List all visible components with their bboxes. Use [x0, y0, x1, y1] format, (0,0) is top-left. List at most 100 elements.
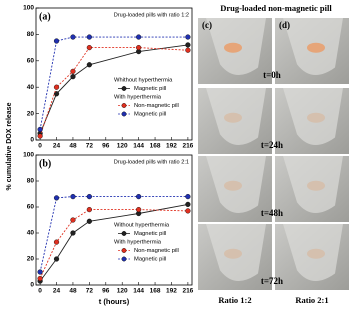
y-tick-label: 20 — [27, 110, 35, 117]
time-label: t=48h — [261, 208, 283, 218]
x-tick-label: 48 — [69, 288, 77, 295]
legend-label: Non-magnetic pill — [134, 103, 179, 109]
x-tick-label: 192 — [166, 288, 177, 295]
x-axis-label: t (hours) — [99, 297, 130, 306]
series-line — [39, 209, 188, 279]
data-point — [37, 275, 43, 282]
series-line — [39, 36, 188, 130]
pill — [307, 180, 325, 191]
data-point — [37, 133, 43, 139]
y-tick-label: 40 — [27, 230, 35, 237]
pill — [224, 180, 242, 191]
data-point — [70, 217, 76, 223]
x-tick-label: 168 — [150, 288, 161, 295]
data-point — [136, 34, 142, 40]
legend-label: Magnetic pill — [134, 86, 166, 92]
time-label: t=24h — [261, 140, 283, 150]
legend-label: Magnetic pill — [134, 231, 166, 237]
x-tick-label: 96 — [102, 143, 110, 150]
column-label: (c) — [202, 20, 212, 30]
y-tick-label: 40 — [27, 84, 35, 91]
y-tick-label: 100 — [23, 152, 34, 159]
data-point — [53, 239, 60, 245]
data-point — [86, 62, 92, 68]
data-point — [53, 84, 60, 90]
data-point — [185, 47, 191, 53]
data-point — [37, 126, 43, 133]
data-point — [185, 42, 191, 48]
data-point — [185, 201, 191, 208]
series-line — [39, 47, 188, 137]
plot-frame — [35, 154, 193, 286]
y-tick-label: 60 — [27, 204, 35, 211]
x-tick-label: 24 — [53, 288, 61, 295]
pill — [307, 112, 325, 123]
data-point — [86, 44, 92, 51]
x-tick-label: 0 — [38, 288, 42, 295]
data-point — [70, 194, 76, 200]
plot-frame — [35, 7, 193, 141]
time-label: t=0h — [263, 70, 281, 80]
pill — [224, 112, 242, 123]
x-tick-label: 24 — [53, 143, 61, 150]
x-tick-label: 72 — [86, 288, 94, 295]
data-point — [70, 68, 76, 74]
series-line — [39, 44, 188, 134]
legend-header: Whithout hyperthermia — [114, 78, 173, 84]
x-tick-label: 168 — [150, 143, 161, 150]
pill — [224, 42, 242, 53]
y-tick-label: 60 — [27, 58, 35, 65]
data-point — [185, 34, 191, 40]
y-tick-label: 80 — [27, 178, 35, 185]
legend-marker — [121, 103, 127, 108]
data-point — [53, 256, 60, 262]
x-tick-label: 216 — [182, 288, 193, 295]
data-point — [136, 194, 142, 200]
legend-marker — [121, 231, 127, 236]
series-line — [39, 196, 188, 273]
y-tick-label: 100 — [23, 5, 34, 12]
y-axis-label: % cumulative DOX release — [6, 102, 13, 190]
legend-header: With hyperthermia — [114, 240, 162, 246]
legend-label: Non-magnetic pill — [134, 248, 179, 254]
x-tick-label: 48 — [69, 143, 77, 150]
ratio-label: Ratio 1:2 — [218, 295, 251, 305]
pill — [224, 248, 242, 259]
data-point — [86, 34, 92, 40]
x-tick-label: 96 — [102, 288, 110, 295]
y-tick-label: 80 — [27, 31, 35, 38]
column-label: (d) — [279, 20, 290, 30]
annotation: Drug-loaded pills with ratio 1:2 — [114, 12, 189, 18]
data-point — [86, 194, 92, 200]
x-tick-label: 0 — [38, 143, 42, 150]
series-line — [39, 203, 188, 282]
legend-marker — [121, 86, 127, 91]
photos-title: Drug-loaded non-magnetic pill — [220, 3, 332, 13]
panel-label: (b) — [39, 158, 51, 169]
x-tick-label: 144 — [133, 143, 144, 150]
y-tick-label: 0 — [30, 137, 34, 144]
panel-label: (a) — [39, 11, 51, 22]
x-tick-label: 72 — [86, 143, 94, 150]
y-tick-label: 20 — [27, 256, 35, 263]
data-point — [70, 34, 76, 40]
legend-label: Magnetic pill — [134, 257, 166, 263]
data-point — [86, 207, 92, 213]
legend-marker — [121, 248, 127, 253]
legend-label: Magnetic pill — [134, 112, 166, 118]
data-point — [136, 207, 142, 213]
pill — [307, 42, 325, 53]
data-point — [70, 230, 76, 236]
legend-marker — [121, 256, 127, 262]
x-tick-label: 216 — [182, 143, 193, 150]
data-point — [70, 74, 76, 80]
data-point — [53, 38, 60, 44]
legend-marker — [121, 111, 127, 117]
data-point — [185, 194, 191, 200]
ratio-label: Ratio 2:1 — [295, 295, 328, 305]
data-point — [185, 208, 191, 214]
data-point — [53, 91, 60, 97]
x-tick-label: 120 — [117, 143, 128, 150]
y-tick-label: 0 — [30, 282, 34, 289]
